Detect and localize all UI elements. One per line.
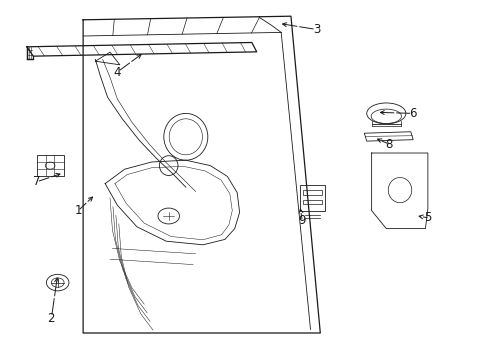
Text: 9: 9 [298, 214, 305, 227]
Text: 3: 3 [312, 23, 320, 36]
Text: 1: 1 [74, 204, 82, 217]
Text: 4: 4 [113, 66, 121, 78]
Text: 7: 7 [33, 175, 41, 188]
Text: 5: 5 [423, 211, 431, 224]
Text: 2: 2 [47, 312, 55, 325]
Text: 8: 8 [384, 138, 392, 150]
Text: 6: 6 [408, 107, 416, 120]
